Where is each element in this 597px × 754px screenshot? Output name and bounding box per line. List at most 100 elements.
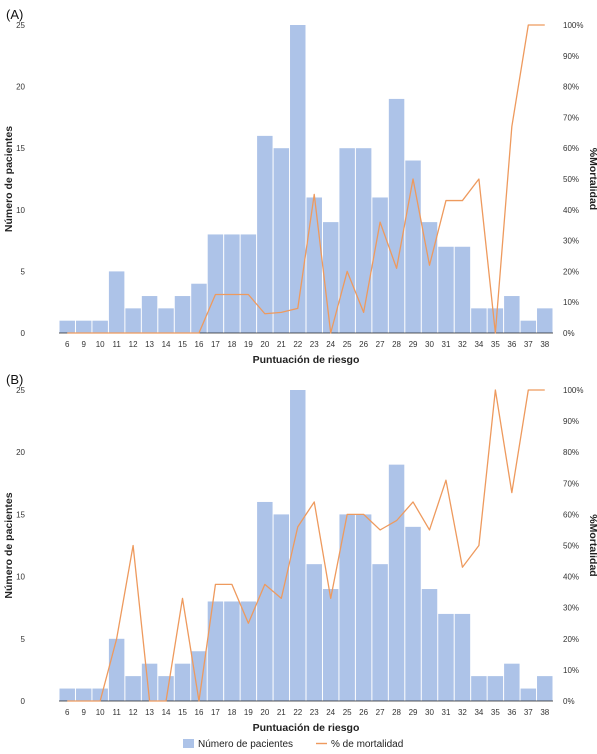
x-tick-a-25: 25 [343, 340, 352, 349]
bar-a-17 [207, 234, 224, 333]
x-tick-a-9: 9 [81, 340, 86, 349]
x-tick-a-38: 38 [540, 340, 549, 349]
x-tick-b-6: 6 [65, 708, 70, 717]
legend-line-label: % de mortalidad [331, 739, 403, 750]
x-tick-a-27: 27 [376, 340, 385, 349]
x-tick-a-20: 20 [260, 340, 269, 349]
bar-a-32 [454, 246, 471, 333]
y2-tick-b-50pct: 50% [563, 542, 579, 551]
bar-b-36 [504, 663, 520, 701]
mortality-line-b [67, 389, 545, 702]
x-tick-b-18: 18 [227, 708, 236, 717]
bar-a-37 [520, 320, 537, 333]
bar-b-12 [125, 676, 141, 701]
y-axis-title-b: Número de pacientes [3, 492, 15, 598]
y-tick-a-15: 15 [16, 144, 25, 153]
x-tick-b-29: 29 [409, 708, 418, 717]
y-tick-b-25: 25 [16, 386, 25, 395]
legend: Número de pacientes % de mortalidad [183, 739, 403, 750]
y2-tick-b-20pct: 20% [563, 635, 579, 644]
x-tick-a-17: 17 [211, 340, 220, 349]
x-tick-a-18: 18 [227, 340, 236, 349]
bar-a-12 [125, 308, 141, 333]
x-tick-a-12: 12 [129, 340, 138, 349]
x-tick-a-36: 36 [507, 340, 516, 349]
y-tick-a-5: 5 [21, 267, 26, 276]
panel-b: (B) 0 5 10 15 20 25 0% 10% 20% 30% 40% 50% 60% 70% 80% 9… [3, 372, 597, 734]
y2-tick-b-0pct: 0% [563, 697, 575, 706]
y2-tick-a-0pct: 0% [563, 329, 575, 338]
bar-b-22 [290, 390, 306, 701]
x-tick-b-16: 16 [195, 708, 204, 717]
x-tick-b-32: 32 [458, 708, 467, 717]
bar-b-10 [92, 688, 108, 701]
bar-b-23 [306, 564, 322, 701]
bar-b-16 [191, 651, 207, 701]
y2-tick-a-90pct: 90% [563, 52, 579, 61]
x-tick-b-10: 10 [96, 708, 105, 717]
x-tick-a-35: 35 [491, 340, 500, 349]
bar-a-35 [487, 308, 504, 333]
y2-tick-a-100pct: 100% [563, 21, 583, 30]
x-tick-b-13: 13 [145, 708, 154, 717]
panel-label-b: (B) [6, 372, 23, 387]
x-axis-title-b: Puntuación de riesgo [253, 722, 360, 734]
x-tick-a-14: 14 [162, 340, 171, 349]
bar-a-31 [438, 246, 454, 333]
y2-tick-a-60pct: 60% [563, 144, 579, 153]
y-tick-a-10: 10 [16, 206, 25, 215]
bar-b-11 [108, 638, 125, 701]
x-tick-a-24: 24 [326, 340, 335, 349]
x-tick-b-37: 37 [524, 708, 533, 717]
bar-a-20 [257, 135, 273, 333]
legend-bar-swatch [183, 739, 194, 748]
x-tick-a-31: 31 [442, 340, 451, 349]
bar-a-10 [92, 320, 108, 333]
x-tick-b-34: 34 [474, 708, 483, 717]
bar-a-18 [224, 234, 240, 333]
bar-a-38 [537, 308, 553, 333]
bar-a-19 [240, 234, 257, 333]
panel-a: (A) 0 5 10 15 20 25 0% 10% 20% 30% 40% 50% 60% 70% 80% 9… [3, 7, 597, 366]
y2-tick-b-90pct: 90% [563, 417, 579, 426]
bar-b-38 [537, 676, 553, 701]
bar-b-14 [158, 676, 174, 701]
y2-tick-a-20pct: 20% [563, 267, 579, 276]
y2-tick-a-70pct: 70% [563, 113, 579, 122]
x-tick-b-9: 9 [81, 708, 86, 717]
y-axis-title-a: Número de pacientes [3, 126, 15, 232]
x-tick-b-31: 31 [442, 708, 451, 717]
x-tick-a-11: 11 [112, 340, 121, 349]
bar-a-23 [306, 197, 322, 333]
y-tick-a-25: 25 [16, 21, 25, 30]
bar-b-34 [471, 676, 487, 701]
bar-b-26 [355, 514, 372, 701]
bar-a-22 [290, 25, 306, 333]
x-tick-a-21: 21 [277, 340, 286, 349]
bar-b-6 [59, 688, 75, 701]
y-tick-b-0: 0 [21, 697, 26, 706]
bar-b-21 [273, 514, 290, 701]
y2-tick-a-80pct: 80% [563, 83, 579, 92]
x-tick-a-32: 32 [458, 340, 467, 349]
bar-a-16 [191, 283, 207, 333]
y2-tick-b-10pct: 10% [563, 666, 579, 675]
y-tick-b-15: 15 [16, 510, 25, 519]
y2-tick-b-70pct: 70% [563, 479, 579, 488]
y2-tick-a-30pct: 30% [563, 237, 579, 246]
y2-tick-b-80pct: 80% [563, 448, 579, 457]
x-tick-b-15: 15 [178, 708, 187, 717]
x-tick-a-29: 29 [409, 340, 418, 349]
bar-b-17 [207, 601, 224, 701]
bar-b-31 [438, 613, 454, 701]
y-tick-b-20: 20 [16, 448, 25, 457]
bar-b-35 [487, 676, 504, 701]
y2-tick-b-60pct: 60% [563, 510, 579, 519]
panel-label-a: (A) [6, 7, 23, 22]
x-tick-b-17: 17 [211, 708, 220, 717]
bar-b-15 [174, 663, 191, 701]
x-tick-b-38: 38 [540, 708, 549, 717]
x-tick-b-19: 19 [244, 708, 253, 717]
x-tick-b-21: 21 [277, 708, 286, 717]
